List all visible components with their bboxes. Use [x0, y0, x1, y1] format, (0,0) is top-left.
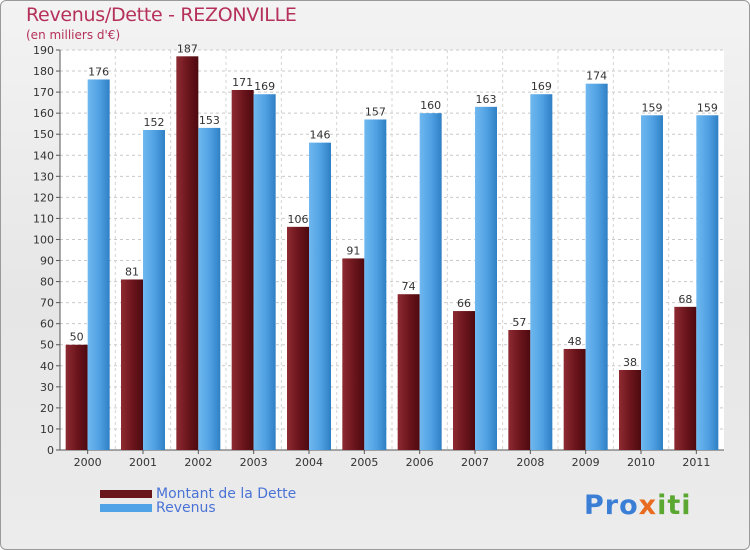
bar-debt: [176, 56, 199, 450]
y-tick-label: 60: [40, 318, 54, 331]
data-label-debt: 50: [70, 331, 84, 344]
data-label-revenus: 163: [476, 93, 497, 106]
data-label-revenus: 152: [144, 116, 165, 129]
bar-revenus: [641, 115, 663, 451]
bar-layer: [65, 56, 719, 451]
bar-revenus: [419, 113, 442, 450]
data-label-debt: 91: [346, 244, 360, 257]
y-tick-label: 0: [47, 444, 54, 457]
data-label-revenus: 169: [531, 80, 552, 93]
bar-debt: [508, 330, 531, 450]
y-tick-label: 120: [33, 191, 54, 204]
bar-revenus: [143, 130, 165, 450]
data-label-debt: 38: [623, 356, 637, 369]
bar-revenus: [364, 119, 387, 450]
logo-part-1: Pro: [584, 490, 639, 521]
bar-debt: [563, 348, 586, 450]
data-label-debt: 74: [402, 280, 416, 293]
data-label-revenus: 159: [697, 101, 718, 114]
bar-revenus: [696, 115, 719, 451]
data-label-debt: 68: [678, 293, 692, 306]
bar-revenus: [87, 79, 110, 450]
y-tick-label: 180: [33, 65, 54, 78]
y-tick-label: 110: [33, 212, 54, 225]
bar-revenus: [198, 127, 221, 450]
data-label-revenus: 159: [642, 101, 663, 114]
bar-debt: [121, 279, 143, 450]
grid-layer: [60, 49, 724, 451]
y-tick-label: 160: [33, 107, 54, 120]
bar-revenus: [585, 83, 608, 451]
data-label-revenus: 146: [310, 129, 331, 142]
y-tick-label: 100: [33, 233, 54, 246]
proxiti-logo: Proxiti: [584, 490, 692, 521]
bar-debt: [674, 306, 697, 450]
data-label-revenus: 157: [365, 105, 386, 118]
legend-label-debt: Montant de la Dette: [156, 486, 297, 502]
data-label-revenus: 176: [88, 65, 109, 78]
bar-debt: [65, 344, 88, 450]
bar-revenus: [309, 142, 331, 450]
data-label-debt: 81: [125, 265, 139, 278]
x-tick-label: 2005: [350, 456, 378, 469]
bar-debt: [342, 258, 365, 450]
x-tick-label: 2001: [129, 456, 157, 469]
y-tick-label: 190: [33, 44, 54, 57]
x-tick-label: 2008: [516, 456, 544, 469]
chart-subtitle: (en milliers d'€): [26, 28, 121, 42]
y-tick-label: 20: [40, 402, 54, 415]
x-tick-label: 2010: [627, 456, 655, 469]
x-tick-label: 2011: [682, 456, 710, 469]
data-label-debt: 171: [232, 76, 253, 89]
bar-revenus: [530, 94, 553, 451]
y-tick-label: 80: [40, 276, 54, 289]
legend-swatch-revenus: [100, 504, 152, 512]
legend-item-revenus: Revenus: [100, 500, 216, 516]
x-tick-label: 2002: [184, 456, 212, 469]
bar-debt: [397, 294, 420, 450]
y-tick-label: 170: [33, 86, 54, 99]
data-label-revenus: 174: [586, 70, 607, 83]
data-label-revenus: 160: [420, 99, 441, 112]
y-tick-label: 150: [33, 128, 54, 141]
y-tick-label: 90: [40, 255, 54, 268]
bar-revenus: [253, 94, 276, 451]
data-label-debt: 187: [177, 42, 198, 55]
x-tick-label: 2004: [295, 456, 323, 469]
x-tick-label: 2006: [406, 456, 434, 469]
x-tick-label: 2009: [572, 456, 600, 469]
logo-part-3: iti: [657, 490, 692, 521]
data-label-debt: 48: [568, 335, 582, 348]
bar-debt: [619, 370, 641, 450]
chart-title: Revenus/Dette - REZONVILLE: [26, 4, 297, 26]
data-label-debt: 106: [288, 213, 309, 226]
axis-layer: 0 10 20 30 40 50 60 70 80 90 100 110 120 130 140 150 160…: [33, 44, 724, 469]
y-tick-label: 50: [40, 339, 54, 352]
legend-item-debt: Montant de la Dette: [100, 486, 296, 502]
bar-debt: [231, 90, 254, 450]
y-tick-label: 140: [33, 149, 54, 162]
y-tick-label: 70: [40, 297, 54, 310]
logo-part-2: x: [638, 490, 658, 521]
data-label-debt: 57: [512, 316, 526, 329]
bar-debt: [287, 226, 309, 450]
data-label-debt: 66: [457, 297, 471, 310]
x-tick-label: 2007: [461, 456, 489, 469]
y-tick-label: 40: [40, 360, 54, 373]
legend-label-revenus: Revenus: [156, 500, 216, 516]
data-label-revenus: 153: [199, 114, 220, 127]
y-tick-label: 30: [40, 381, 54, 394]
bar-revenus: [475, 106, 497, 450]
x-tick-label: 2003: [240, 456, 268, 469]
bar-debt: [453, 311, 475, 450]
legend-swatch-debt: [100, 490, 152, 498]
data-label-revenus: 169: [254, 80, 275, 93]
x-tick-label: 2000: [74, 456, 102, 469]
y-tick-label: 10: [40, 423, 54, 436]
y-tick-label: 130: [33, 170, 54, 183]
